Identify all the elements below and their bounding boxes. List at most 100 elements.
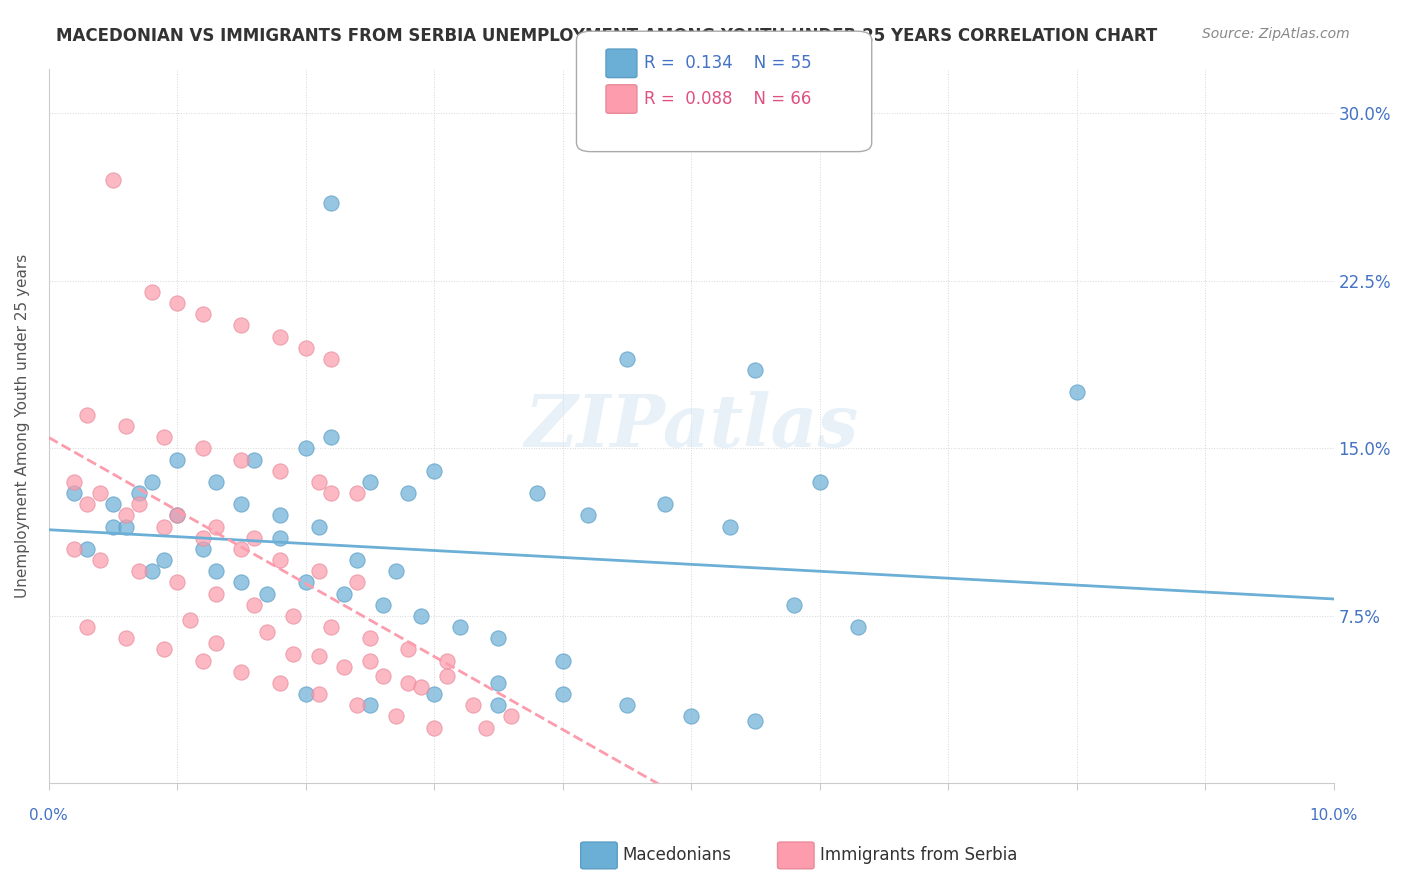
Point — [89, 486, 111, 500]
Point — [1066, 385, 1088, 400]
Point — [436, 654, 458, 668]
Point — [204, 586, 226, 600]
Point — [204, 636, 226, 650]
Point — [63, 541, 86, 556]
Text: ZIPatlas: ZIPatlas — [524, 391, 858, 461]
Point — [371, 598, 394, 612]
Point — [333, 660, 356, 674]
Point — [449, 620, 471, 634]
Point — [231, 497, 253, 511]
Point — [474, 721, 496, 735]
Point — [231, 318, 253, 333]
Point — [153, 519, 176, 533]
Point — [398, 642, 420, 657]
Point — [191, 531, 214, 545]
Point — [744, 714, 766, 728]
Point — [204, 564, 226, 578]
Text: MACEDONIAN VS IMMIGRANTS FROM SERBIA UNEMPLOYMENT AMONG YOUTH UNDER 25 YEARS COR: MACEDONIAN VS IMMIGRANTS FROM SERBIA UNE… — [56, 27, 1157, 45]
Point — [333, 586, 356, 600]
Point — [359, 654, 381, 668]
Point — [231, 665, 253, 679]
Point — [281, 608, 304, 623]
Point — [423, 721, 446, 735]
Point — [411, 681, 433, 695]
Point — [384, 564, 406, 578]
Point — [654, 497, 676, 511]
Point — [128, 486, 150, 500]
Point — [153, 430, 176, 444]
Point — [101, 519, 124, 533]
Point — [359, 698, 381, 713]
Point — [846, 620, 869, 634]
Point — [76, 408, 98, 422]
Point — [398, 486, 420, 500]
Point — [141, 285, 163, 299]
Point — [308, 649, 330, 664]
Point — [486, 632, 509, 646]
Point — [359, 632, 381, 646]
Point — [294, 442, 316, 456]
Point — [321, 486, 343, 500]
Point — [398, 676, 420, 690]
Point — [346, 486, 368, 500]
Point — [808, 475, 831, 489]
Point — [718, 519, 741, 533]
Text: R =  0.088    N = 66: R = 0.088 N = 66 — [644, 90, 811, 108]
Point — [346, 553, 368, 567]
Point — [486, 676, 509, 690]
Point — [128, 497, 150, 511]
Point — [114, 419, 136, 434]
Point — [243, 452, 266, 467]
Point — [681, 709, 703, 723]
Point — [141, 475, 163, 489]
Y-axis label: Unemployment Among Youth under 25 years: Unemployment Among Youth under 25 years — [15, 254, 30, 599]
Text: 10.0%: 10.0% — [1309, 808, 1358, 823]
Point — [63, 486, 86, 500]
Point — [384, 709, 406, 723]
Point — [423, 464, 446, 478]
Point — [411, 608, 433, 623]
Point — [166, 508, 188, 523]
Point — [166, 452, 188, 467]
Point — [308, 475, 330, 489]
Point — [576, 508, 599, 523]
Point — [243, 531, 266, 545]
Point — [308, 519, 330, 533]
Point — [231, 452, 253, 467]
Point — [308, 564, 330, 578]
Point — [114, 632, 136, 646]
Point — [281, 647, 304, 661]
Point — [321, 195, 343, 210]
Point — [166, 575, 188, 590]
Point — [359, 475, 381, 489]
Point — [423, 687, 446, 701]
Point — [783, 598, 806, 612]
Point — [114, 519, 136, 533]
Point — [141, 564, 163, 578]
Point — [101, 497, 124, 511]
Point — [179, 613, 201, 627]
Point — [256, 586, 278, 600]
Point — [294, 341, 316, 355]
Point — [321, 351, 343, 366]
Point — [191, 442, 214, 456]
Point — [166, 296, 188, 310]
Text: 0.0%: 0.0% — [30, 808, 67, 823]
Point — [616, 698, 638, 713]
Point — [321, 430, 343, 444]
Point — [191, 541, 214, 556]
Point — [153, 642, 176, 657]
Point — [294, 687, 316, 701]
Point — [486, 698, 509, 713]
Point — [526, 486, 548, 500]
Point — [269, 329, 291, 343]
Point — [269, 508, 291, 523]
Point — [269, 531, 291, 545]
Point — [308, 687, 330, 701]
Point — [76, 620, 98, 634]
Point — [501, 709, 523, 723]
Point — [191, 307, 214, 321]
Point — [204, 475, 226, 489]
Point — [191, 654, 214, 668]
Point — [153, 553, 176, 567]
